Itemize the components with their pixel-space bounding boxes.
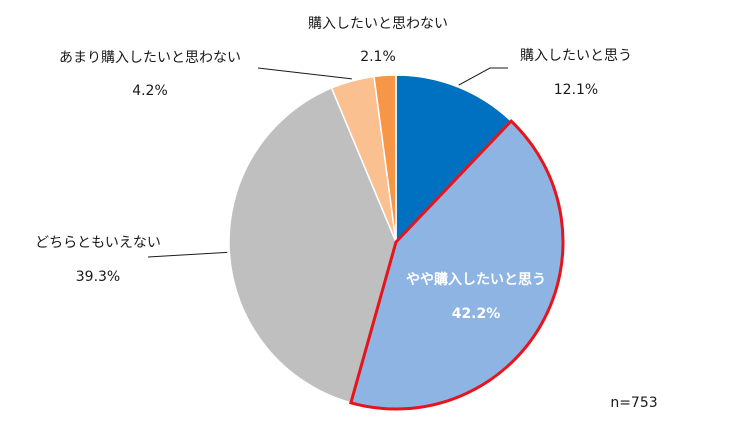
value-yaya-kounyu: 42.2% xyxy=(452,306,501,322)
label-kounyu-omowanai: 購入したいと思わない xyxy=(308,16,448,32)
value-kounyu-omowanai: 2.1% xyxy=(360,49,396,65)
label-yaya-kounyu: やや購入したいと思う xyxy=(406,271,546,288)
value-kounyu-shitai: 12.1% xyxy=(554,82,598,98)
pie-slices xyxy=(228,74,564,410)
value-amari-kounyu: 4.2% xyxy=(132,83,168,99)
highlight-outline xyxy=(349,118,565,411)
leader-amari-kounyu xyxy=(257,67,352,80)
label-kounyu-shitai: 購入したいと思う xyxy=(520,48,632,64)
leader-kounyu-shitai xyxy=(458,67,508,86)
leader-lines xyxy=(147,67,508,258)
sample-size: n=753 xyxy=(610,395,657,411)
leader-dochira-tomo xyxy=(147,251,228,258)
label-dochira-tomo: どちらともいえない xyxy=(35,235,161,251)
pie-slice-dochira-tomo xyxy=(228,86,397,404)
highlight-border-yaya-kounyu xyxy=(349,118,565,411)
value-dochira-tomo: 39.3% xyxy=(76,269,120,285)
label-amari-kounyu: あまり購入したいと思わない xyxy=(59,50,241,66)
pie-slice-kounyu-omowanai xyxy=(373,74,397,243)
pie-slice-kounyu-shitai xyxy=(395,74,513,244)
